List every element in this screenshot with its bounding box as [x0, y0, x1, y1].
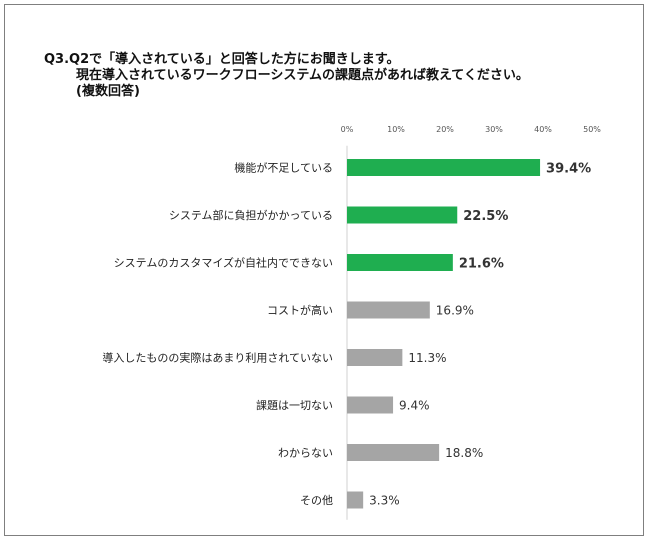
data-label: 3.3% [369, 494, 400, 508]
category-label: 機能が不足している [234, 161, 333, 175]
bar [347, 349, 403, 366]
bar [347, 206, 458, 224]
x-tick-label: 40% [534, 125, 552, 134]
x-tick-label: 20% [436, 125, 454, 134]
x-tick-label: 0% [341, 125, 354, 134]
x-tick-label: 10% [387, 125, 405, 134]
category-label: その他 [300, 494, 333, 507]
data-label: 21.6% [459, 257, 504, 272]
category-label: わからない [278, 447, 333, 460]
data-label: 22.5% [463, 209, 508, 224]
chart-title: Q3.Q2で「導入されている」と回答した方にお聞きします。 現在導入されているワ… [44, 52, 529, 100]
bar [347, 491, 364, 509]
title-line-2: 現在導入されているワークフローシステムの課題点があれば教えてください。 [76, 68, 529, 83]
title-line-3: (複数回答) [76, 84, 140, 99]
bar [347, 396, 394, 414]
category-label: 課題は一切ない [256, 398, 333, 412]
x-tick-label: 30% [485, 125, 503, 134]
data-label: 11.3% [408, 351, 446, 365]
bar [347, 301, 430, 319]
chart-frame [4, 4, 644, 536]
x-tick-label: 50% [583, 125, 601, 134]
category-label: 導入したものの実際はあまり利用されていない [102, 351, 333, 365]
title-line-1: Q3.Q2で「導入されている」と回答した方にお聞きします。 [44, 52, 400, 67]
data-label: 39.4% [546, 162, 591, 177]
data-label: 16.9% [436, 304, 474, 318]
category-label: システムのカスタマイズが自社内でできない [114, 256, 333, 270]
category-label: コストが高い [267, 303, 333, 317]
data-label: 9.4% [399, 399, 430, 413]
bar [347, 159, 541, 176]
data-label: 18.8% [445, 446, 483, 460]
category-label: システム部に負担がかかっている [169, 208, 333, 222]
bar [347, 444, 440, 461]
bar [347, 254, 453, 271]
